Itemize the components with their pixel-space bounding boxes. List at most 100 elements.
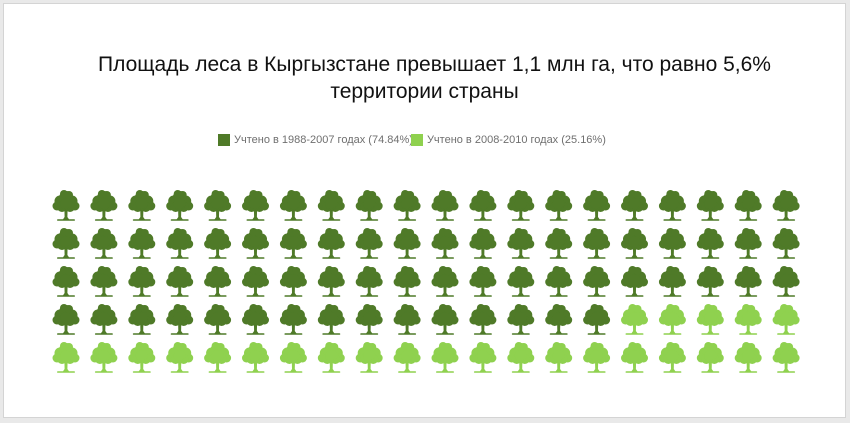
tree-icon-series-1 [128,266,156,297]
tree-icon-series-1 [545,228,573,259]
tree-icon-series-1 [621,266,648,297]
tree-icon-series-1 [621,190,648,221]
tree-icon-series-1 [583,228,611,259]
tree-icon-series-1 [393,304,421,335]
tree-icon-series-1 [545,266,573,297]
tree-icon-series-1 [507,228,535,259]
tree-icon-series-1 [52,228,80,259]
tree-icon-series-1 [204,228,232,259]
tree-icon-series-2 [393,342,421,373]
tree-icon-series-1 [355,304,383,335]
tree-icon-series-1 [545,304,573,335]
tree-icon-series-2 [734,342,762,373]
tree-icon-series-1 [431,266,459,297]
tree-icon-series-1 [279,266,307,297]
tree-icon-series-2 [772,342,800,373]
tree-icon-series-1 [204,266,232,297]
tree-icon-series-1 [431,228,459,259]
tree-icon-series-1 [583,190,611,221]
tree-icon-series-2 [583,342,611,373]
tree-icon-series-2 [279,342,307,373]
chart-title: Площадь леса в Кыргызстане превышает 1,1… [4,51,845,105]
legend-swatch-series-2 [410,134,423,146]
tree-icon-series-1 [355,266,383,297]
tree-icon-series-2 [658,304,686,335]
tree-icon-series-1 [90,228,118,259]
tree-icon-series-1 [242,190,269,221]
tree-icon-series-1 [507,304,535,335]
tree-icon-series-1 [393,228,421,259]
tree-icon-series-1 [166,190,194,221]
tree-icon-series-1 [242,266,269,297]
tree-icon-series-2 [696,304,724,335]
tree-icon-series-1 [507,266,535,297]
tree-icon-series-2 [317,342,345,373]
tree-icon-series-1 [279,228,307,259]
tree-icon-series-2 [696,342,724,373]
tree-icon-series-1 [696,190,724,221]
tree-icon-series-2 [166,342,194,373]
pictogram-grid [52,190,800,373]
tree-icon-series-2 [658,342,686,373]
tree-icon-series-1 [469,266,497,297]
slide: Площадь леса в Кыргызстане превышает 1,1… [3,3,846,418]
tree-icon-series-2 [90,342,118,373]
tree-icon-series-2 [507,342,535,373]
tree-icon-series-1 [204,190,232,221]
tree-icon-series-2 [431,342,459,373]
tree-icon-series-1 [696,228,724,259]
tree-icon-series-1 [355,190,383,221]
tree-icon-series-1 [772,190,800,221]
tree-icon-series-1 [242,304,269,335]
tree-icon-series-1 [279,190,307,221]
tree-icon-series-1 [279,304,307,335]
tree-icon-series-2 [355,342,383,373]
tree-icon-series-1 [166,304,194,335]
legend-swatch-series-1 [218,134,230,146]
tree-icon-series-2 [128,342,156,373]
tree-icon-series-1 [393,190,421,221]
tree-icon-series-1 [90,266,118,297]
tree-icon-series-1 [658,228,686,259]
tree-icon-series-1 [128,228,156,259]
tree-icon-series-1 [469,228,497,259]
chart-title-line-1: Площадь леса в Кыргызстане превышает 1,1… [98,53,771,76]
tree-icon-series-1 [166,266,194,297]
tree-icon-series-1 [393,266,421,297]
tree-icon-series-2 [204,342,232,373]
tree-icon-series-1 [696,266,724,297]
tree-icon-series-2 [469,342,497,373]
tree-icon-series-1 [469,190,497,221]
legend-label-series-2: Учтено в 2008-2010 годах (25.16%) [426,134,606,146]
tree-icon-series-1 [545,190,573,221]
tree-icon-series-1 [166,228,194,259]
tree-icon-series-1 [772,228,800,259]
tree-icon-series-2 [621,342,648,373]
tree-icon-series-1 [469,304,497,335]
tree-icon-series-1 [621,228,648,259]
chart-legend: Учтено в 1988-2007 годах (74.84%) Учтено… [218,132,606,148]
tree-icon-series-1 [242,228,269,259]
tree-icon-series-2 [242,342,269,373]
tree-icon-series-1 [431,190,459,221]
tree-icon-series-1 [317,228,345,259]
tree-icon-series-1 [52,190,80,221]
tree-icon-series-2 [772,304,800,335]
tree-icon-series-1 [355,228,383,259]
tree-icon-series-1 [507,190,535,221]
chart-title-line-2: территории страны [330,80,519,103]
legend-label-series-1: Учтено в 1988-2007 годах (74.84%) [234,134,413,146]
tree-icon-series-2 [621,304,648,335]
tree-icon-series-1 [52,304,80,335]
tree-icon-series-1 [431,304,459,335]
tree-icon-series-2 [545,342,573,373]
tree-icon-series-1 [128,190,156,221]
tree-icon-series-2 [52,342,80,373]
tree-icon-series-1 [317,266,345,297]
tree-icon-series-1 [772,266,800,297]
tree-icon-series-1 [317,304,345,335]
tree-icon-series-1 [734,228,762,259]
tree-icon-series-1 [583,304,611,335]
tree-icon-series-1 [734,190,762,221]
legend-item-series-2: Учтено в 2008-2010 годах (25.16%) [410,134,606,146]
